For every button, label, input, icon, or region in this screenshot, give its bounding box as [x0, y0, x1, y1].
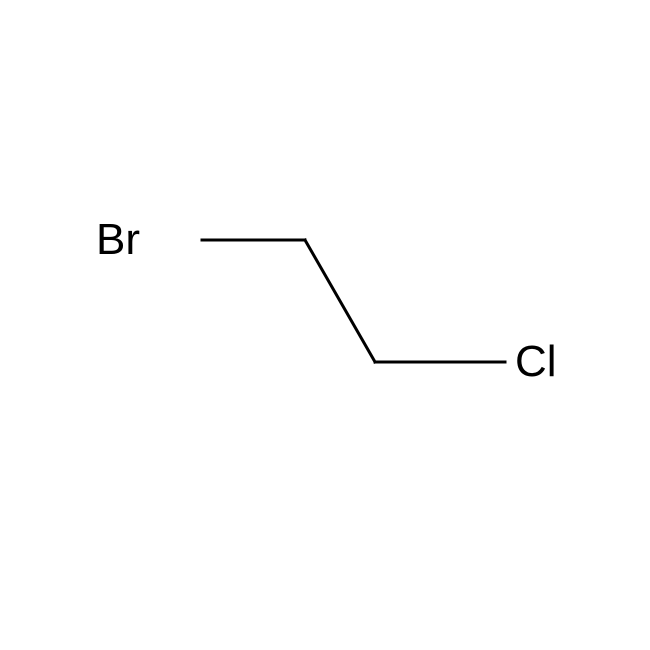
molecule-canvas: Br Cl — [0, 0, 650, 650]
bond-layer — [0, 0, 650, 650]
atom-label-br: Br — [96, 218, 140, 262]
bond-line — [305, 240, 375, 362]
atom-label-cl: Cl — [515, 340, 557, 384]
